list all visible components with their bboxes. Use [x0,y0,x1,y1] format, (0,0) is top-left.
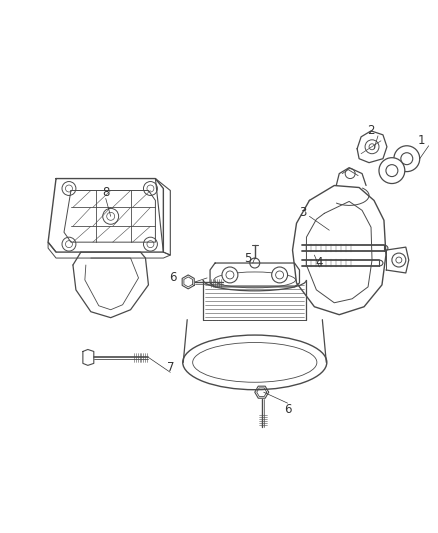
Circle shape [144,237,157,251]
Circle shape [222,267,238,283]
Circle shape [401,153,413,165]
Circle shape [272,267,288,283]
Circle shape [379,158,405,183]
Circle shape [345,168,355,179]
Text: 8: 8 [102,186,110,199]
Text: 4: 4 [316,255,323,269]
Circle shape [365,140,379,154]
Text: 2: 2 [367,124,375,138]
Text: 7: 7 [166,361,174,374]
Circle shape [392,253,406,267]
Circle shape [62,182,76,196]
Circle shape [386,165,398,176]
Circle shape [394,146,420,172]
Circle shape [250,258,260,268]
Circle shape [62,237,76,251]
Text: 6: 6 [284,402,291,416]
Text: 3: 3 [299,206,306,219]
Text: 5: 5 [244,252,251,264]
Circle shape [103,208,119,224]
Circle shape [144,182,157,196]
Text: 1: 1 [418,134,425,147]
Text: 6: 6 [170,271,177,285]
